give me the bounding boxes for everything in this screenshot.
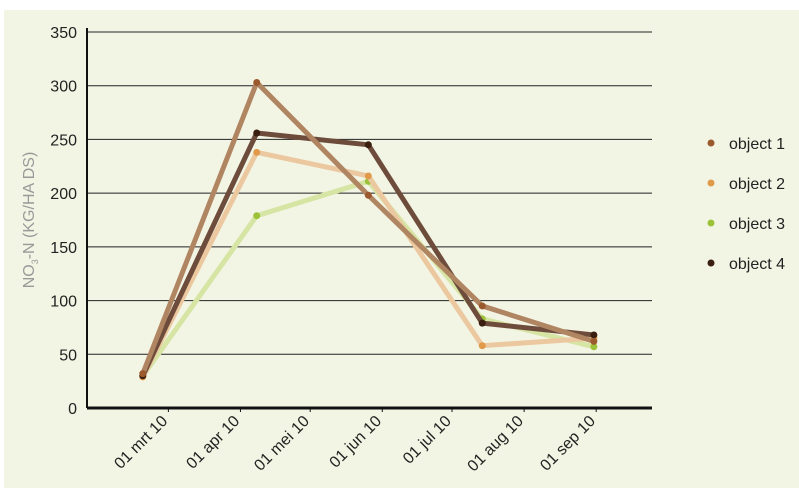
legend-marker xyxy=(707,179,715,187)
y-tick-label: 250 xyxy=(50,132,77,149)
background xyxy=(4,10,799,488)
legend-label: object 2 xyxy=(729,176,785,193)
data-point xyxy=(590,343,598,351)
y-axis-label-part: -N (KG/HA DS) xyxy=(21,152,38,260)
legend-label: object 3 xyxy=(729,216,785,233)
data-point xyxy=(253,129,261,137)
data-point xyxy=(478,319,486,327)
legend-label: object 1 xyxy=(729,136,785,153)
data-point xyxy=(139,370,147,378)
y-axis-label-part: 3 xyxy=(30,259,40,264)
data-point xyxy=(253,148,261,156)
data-point xyxy=(478,302,486,310)
legend-label: object 4 xyxy=(729,256,785,273)
data-point xyxy=(364,141,372,149)
data-point xyxy=(590,337,598,345)
y-axis-label: NO3-N (KG/HA DS) xyxy=(21,152,40,289)
y-tick-label: 300 xyxy=(50,79,77,96)
data-point xyxy=(253,78,261,86)
y-tick-label: 0 xyxy=(68,401,77,418)
data-point xyxy=(478,342,486,350)
legend-marker xyxy=(707,259,715,267)
data-point xyxy=(253,212,261,220)
data-point xyxy=(364,172,372,180)
y-tick-label: 50 xyxy=(59,347,77,364)
y-axis-label-part: NO xyxy=(21,264,38,288)
y-tick-label: 100 xyxy=(50,294,77,311)
legend-marker xyxy=(707,139,715,147)
y-tick-label: 150 xyxy=(50,240,77,257)
data-point xyxy=(364,191,372,199)
y-tick-label: 350 xyxy=(50,25,77,42)
y-tick-label: 200 xyxy=(50,186,77,203)
data-point xyxy=(590,331,598,339)
legend-marker xyxy=(707,219,715,227)
